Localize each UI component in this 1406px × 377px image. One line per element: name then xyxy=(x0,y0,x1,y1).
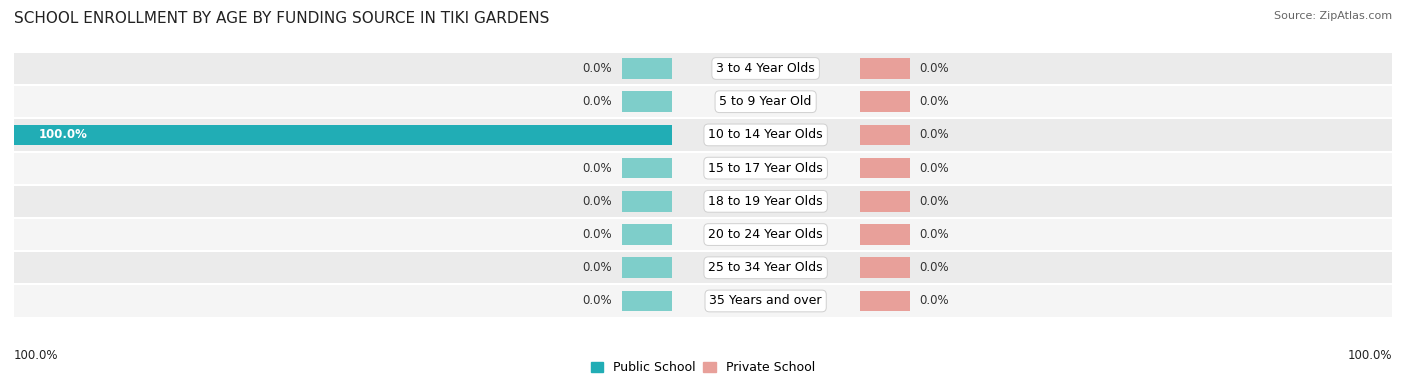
Text: 20 to 24 Year Olds: 20 to 24 Year Olds xyxy=(709,228,823,241)
Text: 0.0%: 0.0% xyxy=(582,294,612,308)
Bar xyxy=(621,191,672,211)
Bar xyxy=(859,58,910,79)
Bar xyxy=(14,85,1392,118)
Bar xyxy=(621,91,672,112)
Bar xyxy=(14,52,1392,85)
Text: 0.0%: 0.0% xyxy=(582,261,612,274)
Text: 18 to 19 Year Olds: 18 to 19 Year Olds xyxy=(709,195,823,208)
Text: SCHOOL ENROLLMENT BY AGE BY FUNDING SOURCE IN TIKI GARDENS: SCHOOL ENROLLMENT BY AGE BY FUNDING SOUR… xyxy=(14,11,550,26)
Text: 0.0%: 0.0% xyxy=(920,261,949,274)
Bar xyxy=(14,284,1392,317)
Text: 100.0%: 100.0% xyxy=(1347,349,1392,362)
Bar xyxy=(621,257,672,278)
Bar xyxy=(621,224,672,245)
Text: 0.0%: 0.0% xyxy=(920,195,949,208)
Text: 100.0%: 100.0% xyxy=(39,129,89,141)
Text: 0.0%: 0.0% xyxy=(582,228,612,241)
Bar xyxy=(859,224,910,245)
Bar xyxy=(859,125,910,145)
Bar xyxy=(859,158,910,178)
Text: 0.0%: 0.0% xyxy=(582,162,612,175)
Bar xyxy=(621,291,672,311)
Bar xyxy=(859,91,910,112)
Bar xyxy=(14,251,1392,284)
Bar xyxy=(859,191,910,211)
Bar xyxy=(859,257,910,278)
Text: Source: ZipAtlas.com: Source: ZipAtlas.com xyxy=(1274,11,1392,21)
Text: 5 to 9 Year Old: 5 to 9 Year Old xyxy=(720,95,811,108)
Bar xyxy=(14,185,1392,218)
Text: 35 Years and over: 35 Years and over xyxy=(710,294,823,308)
Text: 0.0%: 0.0% xyxy=(920,62,949,75)
Text: 0.0%: 0.0% xyxy=(582,95,612,108)
Legend: Public School, Private School: Public School, Private School xyxy=(586,356,820,377)
Bar xyxy=(14,218,1392,251)
Text: 0.0%: 0.0% xyxy=(920,228,949,241)
Text: 0.0%: 0.0% xyxy=(920,129,949,141)
Text: 10 to 14 Year Olds: 10 to 14 Year Olds xyxy=(709,129,823,141)
Bar xyxy=(14,152,1392,185)
Bar xyxy=(14,118,1392,152)
Text: 0.0%: 0.0% xyxy=(920,162,949,175)
Bar xyxy=(14,125,672,145)
Text: 0.0%: 0.0% xyxy=(920,95,949,108)
Text: 15 to 17 Year Olds: 15 to 17 Year Olds xyxy=(709,162,823,175)
Bar xyxy=(621,58,672,79)
Bar xyxy=(859,291,910,311)
Text: 25 to 34 Year Olds: 25 to 34 Year Olds xyxy=(709,261,823,274)
Text: 0.0%: 0.0% xyxy=(582,195,612,208)
Text: 0.0%: 0.0% xyxy=(920,294,949,308)
Bar xyxy=(621,158,672,178)
Text: 3 to 4 Year Olds: 3 to 4 Year Olds xyxy=(716,62,815,75)
Text: 100.0%: 100.0% xyxy=(14,349,59,362)
Text: 0.0%: 0.0% xyxy=(582,62,612,75)
